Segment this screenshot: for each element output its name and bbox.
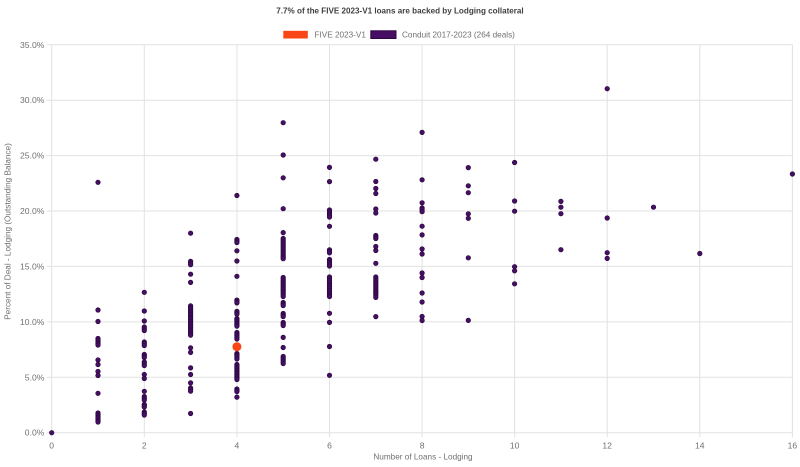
svg-text:15.0%: 15.0% <box>20 261 45 271</box>
svg-text:25.0%: 25.0% <box>20 151 45 161</box>
svg-text:20.0%: 20.0% <box>20 206 45 216</box>
svg-text:30.0%: 30.0% <box>20 95 45 105</box>
svg-text:8: 8 <box>420 440 425 450</box>
svg-text:5.0%: 5.0% <box>25 372 45 382</box>
svg-text:12: 12 <box>602 440 612 450</box>
svg-text:0: 0 <box>49 440 54 450</box>
svg-text:6: 6 <box>327 440 332 450</box>
svg-text:14: 14 <box>695 440 705 450</box>
svg-text:16: 16 <box>788 440 798 450</box>
svg-text:10: 10 <box>510 440 520 450</box>
svg-text:35.0%: 35.0% <box>20 40 45 50</box>
svg-text:7.7% of the FIVE 2023-V1 loans: 7.7% of the FIVE 2023-V1 loans are backe… <box>276 7 523 16</box>
svg-text:Percent of Deal - Lodging (Out: Percent of Deal - Lodging (Outstanding B… <box>4 143 13 320</box>
svg-text:Conduit 2017-2023 (264 deals): Conduit 2017-2023 (264 deals) <box>402 31 515 40</box>
svg-text:FIVE 2023-V1: FIVE 2023-V1 <box>315 31 367 40</box>
svg-text:0.0%: 0.0% <box>25 428 45 438</box>
svg-text:4: 4 <box>235 440 240 450</box>
svg-text:2: 2 <box>142 440 147 450</box>
svg-text:Number of Loans - Lodging: Number of Loans - Lodging <box>373 453 473 462</box>
svg-text:10.0%: 10.0% <box>20 317 45 327</box>
